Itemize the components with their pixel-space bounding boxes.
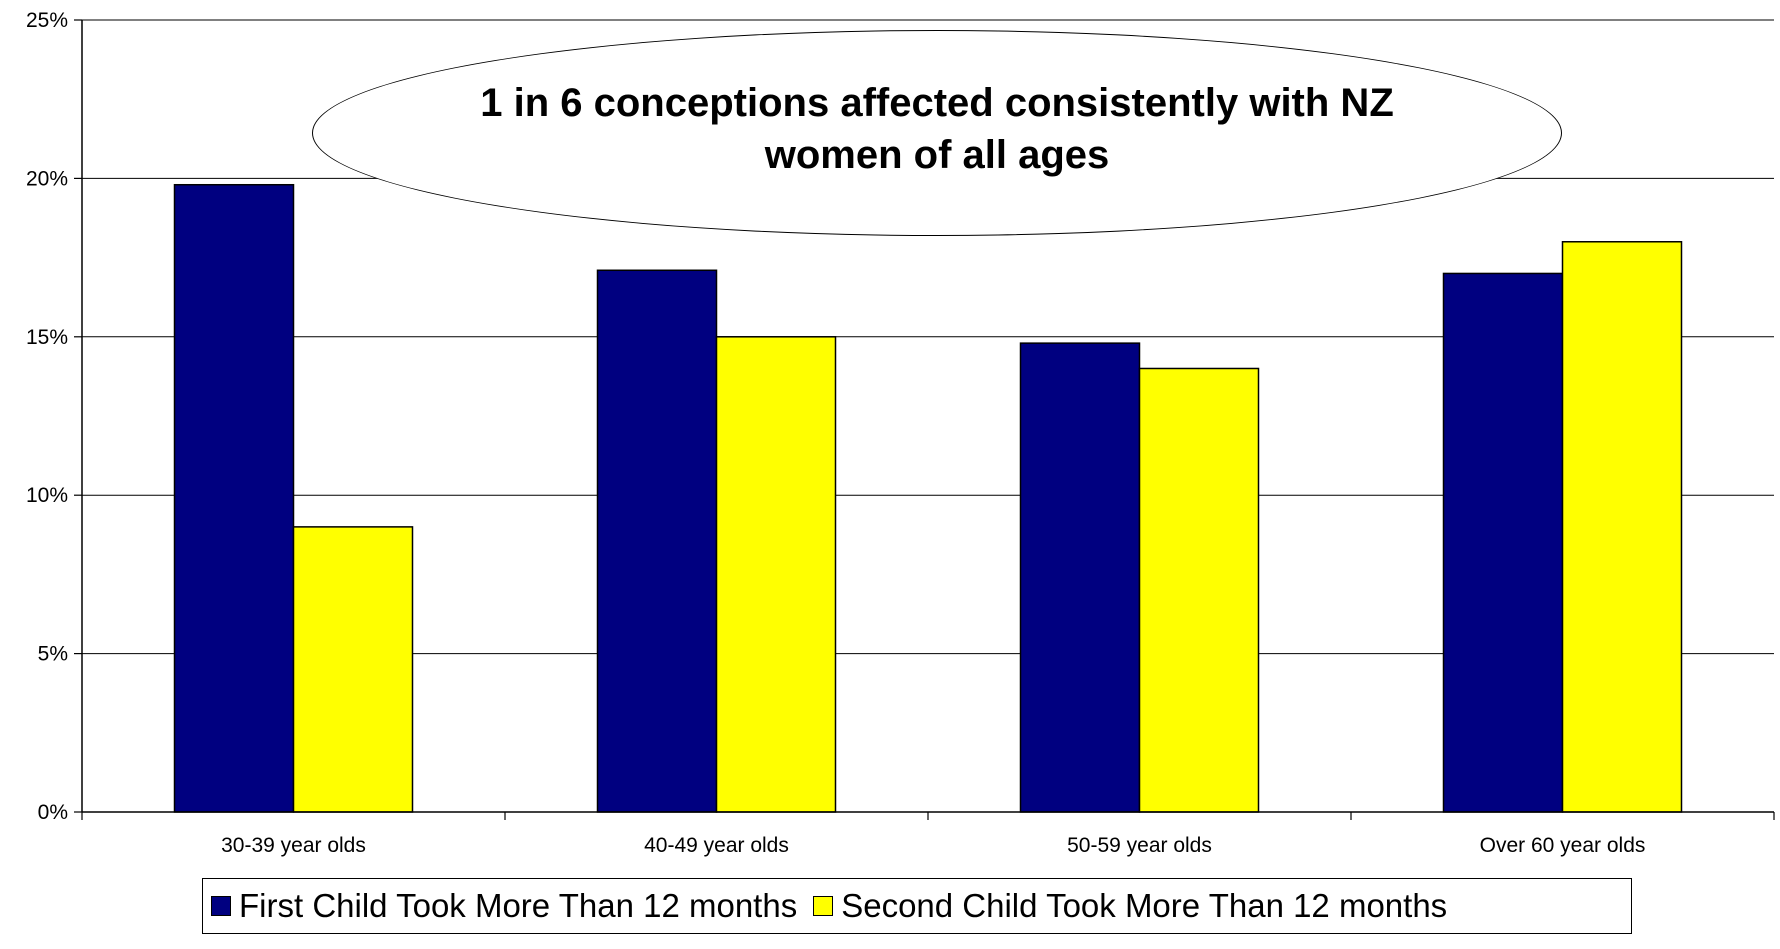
bar-second-child (292, 526, 414, 813)
legend-swatch-second-child (813, 896, 834, 916)
y-tick-label: 15% (26, 326, 68, 349)
legend: First Child Took More Than 12 months Sec… (202, 878, 1632, 934)
y-tick-label: 20% (26, 167, 68, 190)
legend-item-first-child: First Child Took More Than 12 months (211, 887, 797, 925)
annotation-callout: 1 in 6 conceptions affected consistently… (312, 30, 1562, 236)
x-tick-label: 40-49 year olds (644, 834, 789, 857)
bar-second-child (715, 336, 837, 813)
bar-first-child (1442, 272, 1564, 813)
x-tick-label: Over 60 year olds (1480, 834, 1646, 857)
y-tick-label: 25% (26, 9, 68, 32)
bar-chart-plot: 0% 5% 10% 15% 20% 25% 30-39 year olds 40-49 yea… (26, 9, 1775, 857)
y-tick-label: 10% (26, 484, 68, 507)
annotation-text: 1 in 6 conceptions affected consistently… (480, 81, 1394, 177)
bar-first-child (596, 269, 718, 813)
legend-item-second-child: Second Child Took More Than 12 months (813, 887, 1447, 925)
legend-label-second-child: Second Child Took More Than 12 months (841, 887, 1448, 924)
legend-label-first-child: First Child Took More Than 12 months (239, 887, 798, 924)
bar-second-child (1138, 367, 1260, 813)
legend-swatch-first-child (211, 896, 231, 916)
bar-second-child (1561, 241, 1683, 813)
y-tick-label: 0% (38, 801, 68, 824)
bar-first-child (173, 183, 295, 813)
y-tick-label: 5% (38, 643, 68, 666)
bar-first-child (1019, 342, 1141, 813)
x-tick-label: 30-39 year olds (221, 834, 366, 857)
x-tick-label: 50-59 year olds (1067, 834, 1212, 857)
